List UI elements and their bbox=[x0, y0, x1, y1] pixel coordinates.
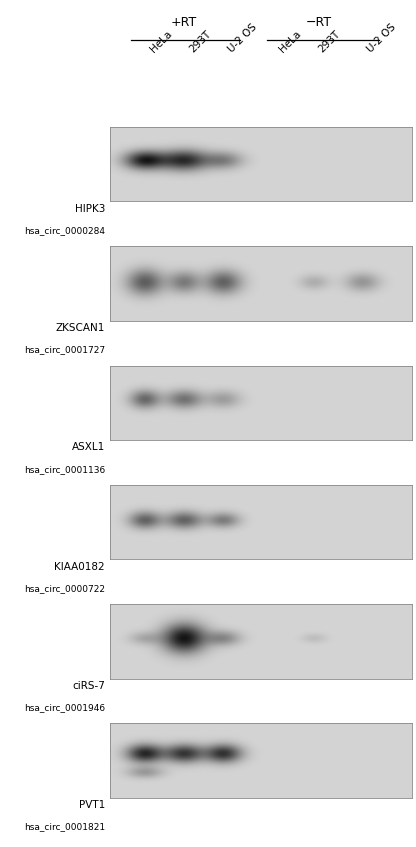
Text: PVT1: PVT1 bbox=[79, 800, 105, 810]
Text: HeLa: HeLa bbox=[148, 29, 173, 54]
Text: hsa_circ_0001946: hsa_circ_0001946 bbox=[24, 703, 105, 712]
Text: U-2 OS: U-2 OS bbox=[226, 21, 259, 54]
Text: U-2 OS: U-2 OS bbox=[365, 21, 398, 54]
Text: ASXL1: ASXL1 bbox=[72, 442, 105, 452]
Text: hsa_circ_0001727: hsa_circ_0001727 bbox=[24, 346, 105, 354]
Text: 293T: 293T bbox=[317, 29, 342, 54]
Text: KIAA0182: KIAA0182 bbox=[54, 562, 105, 572]
Text: ZKSCAN1: ZKSCAN1 bbox=[56, 323, 105, 333]
Text: +RT: +RT bbox=[171, 16, 197, 29]
Text: hsa_circ_0000722: hsa_circ_0000722 bbox=[24, 584, 105, 593]
Text: HIPK3: HIPK3 bbox=[74, 203, 105, 213]
Text: hsa_circ_0001821: hsa_circ_0001821 bbox=[24, 822, 105, 832]
Text: 293T: 293T bbox=[187, 29, 213, 54]
Text: HeLa: HeLa bbox=[277, 29, 303, 54]
Text: hsa_circ_0000284: hsa_circ_0000284 bbox=[24, 226, 105, 235]
Text: hsa_circ_0001136: hsa_circ_0001136 bbox=[24, 465, 105, 473]
Text: ciRS-7: ciRS-7 bbox=[72, 681, 105, 691]
Text: −RT: −RT bbox=[305, 16, 332, 29]
